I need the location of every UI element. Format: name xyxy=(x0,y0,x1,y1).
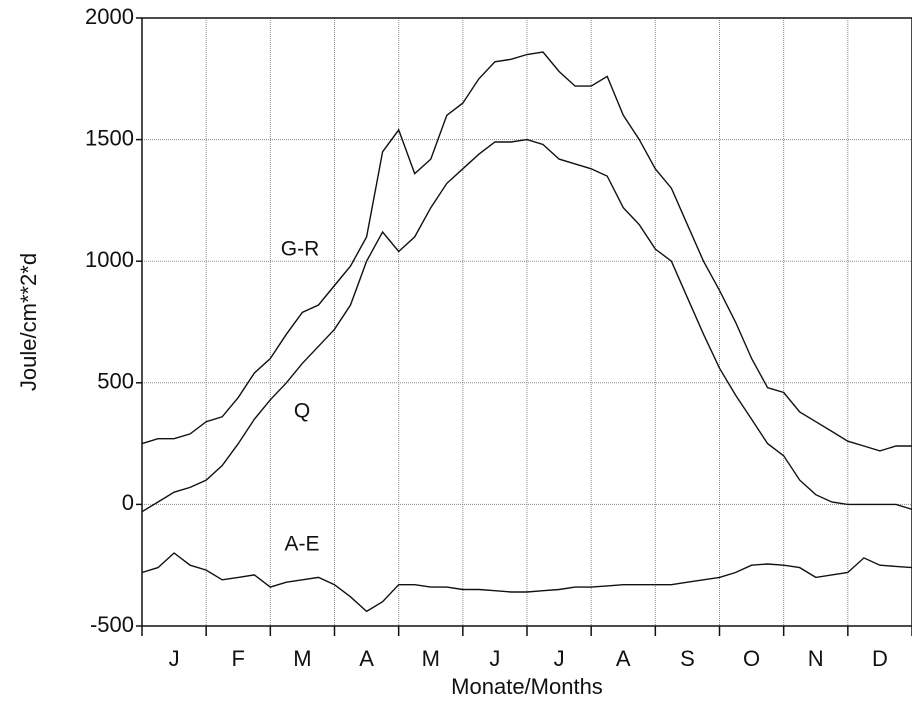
y-tick-label: 1000 xyxy=(85,247,134,272)
series-line xyxy=(141,51,912,452)
x-tick-label: J xyxy=(554,646,565,671)
y-tick-label: -500 xyxy=(90,612,134,637)
x-tick-label: S xyxy=(680,646,695,671)
y-axis-label: Joule/cm**2*d xyxy=(16,253,41,391)
x-axis-label: Monate/Months xyxy=(451,674,603,699)
series-line xyxy=(141,138,912,513)
y-tick-label: 0 xyxy=(122,490,134,515)
x-tick-label: M xyxy=(422,646,440,671)
y-tick-label: 500 xyxy=(97,369,134,394)
series-line xyxy=(141,552,912,613)
x-tick-label: A xyxy=(616,646,631,671)
x-tick-label: M xyxy=(293,646,311,671)
x-tick-label: A xyxy=(359,646,374,671)
y-tick-label: 1500 xyxy=(85,125,134,150)
x-tick-label: O xyxy=(743,646,760,671)
series-label: G-R xyxy=(281,238,320,261)
x-tick-label: N xyxy=(808,646,824,671)
x-tick-label: D xyxy=(872,646,888,671)
x-tick-label: F xyxy=(232,646,245,671)
y-tick-label: 2000 xyxy=(85,4,134,29)
plot-frame xyxy=(141,17,912,627)
series-label: Q xyxy=(294,400,310,423)
x-tick-label: J xyxy=(169,646,180,671)
x-tick-label: J xyxy=(489,646,500,671)
series-label: A-E xyxy=(284,533,319,556)
